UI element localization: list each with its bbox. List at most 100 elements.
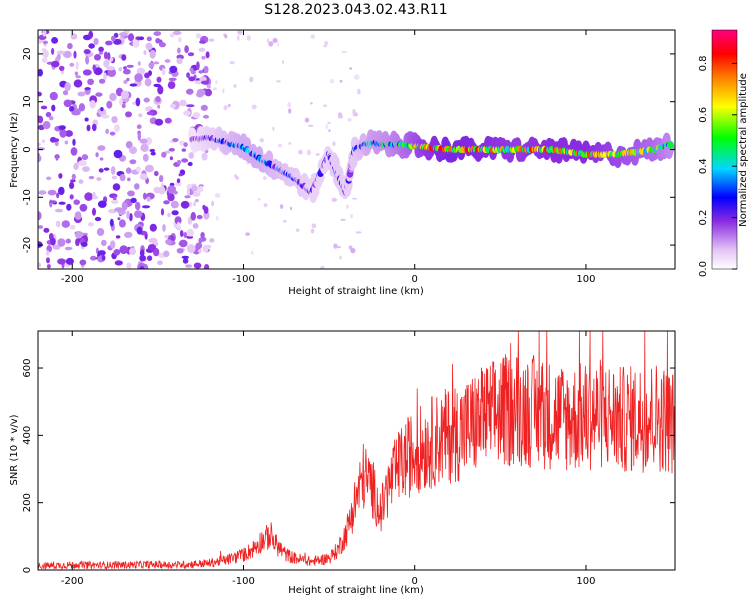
- noise-blob: [129, 146, 137, 154]
- noise-blob: [84, 87, 91, 91]
- noise-blob: [197, 249, 202, 253]
- noise-blob: [179, 101, 187, 107]
- noise-blob: [178, 173, 183, 177]
- colorbar: [711, 29, 738, 270]
- noise-blob: [196, 214, 203, 220]
- noise-blob: [147, 255, 153, 261]
- noise-blob: [140, 143, 149, 152]
- noise-blob: [56, 192, 60, 199]
- snr-frame: [37, 330, 676, 571]
- noise-blob: [113, 149, 123, 159]
- noise-blob: [167, 212, 171, 218]
- noise-blob: [101, 255, 106, 261]
- noise-blob: [168, 77, 177, 82]
- noise-blob: [41, 48, 47, 52]
- noise-blob: [282, 220, 287, 223]
- noise-blob: [262, 176, 267, 180]
- noise-blob: [74, 71, 79, 76]
- noise-blob: [78, 103, 86, 112]
- noise-blob: [169, 182, 175, 187]
- noise-blob: [338, 112, 342, 116]
- noise-blob: [143, 264, 149, 269]
- noise-blob: [94, 216, 102, 222]
- noise-blob: [75, 75, 81, 79]
- noise-blob: [153, 83, 161, 88]
- noise-blob: [56, 50, 65, 55]
- noise-blob: [136, 226, 143, 235]
- noise-blob: [340, 218, 346, 221]
- noise-blob: [170, 103, 176, 109]
- noise-blob: [38, 142, 42, 147]
- noise-blob: [79, 259, 87, 266]
- noise-blob: [193, 262, 202, 269]
- noise-blob: [196, 61, 200, 71]
- noise-blob: [335, 245, 342, 249]
- noise-blob: [308, 124, 314, 127]
- noise-blob: [187, 161, 193, 167]
- noise-blob: [224, 34, 228, 39]
- noise-blob: [51, 37, 59, 44]
- noise-blob: [199, 40, 206, 44]
- noise-blob: [169, 33, 175, 38]
- noise-blob: [82, 232, 88, 236]
- noise-blob: [134, 210, 143, 219]
- noise-blob: [111, 35, 116, 42]
- noise-blob: [103, 51, 108, 60]
- noise-blob: [79, 203, 88, 212]
- noise-blob: [103, 72, 107, 80]
- noise-blob: [101, 239, 107, 247]
- noise-blob: [259, 138, 264, 143]
- noise-blob: [162, 224, 166, 232]
- noise-blob: [353, 74, 360, 80]
- y-tick-label: 200: [22, 493, 33, 512]
- noise-blob: [99, 157, 104, 161]
- page-title: S128.2023.043.02.43.R11: [264, 2, 447, 18]
- noise-blob: [66, 203, 72, 211]
- noise-blob: [64, 140, 69, 145]
- noise-blob: [51, 47, 55, 55]
- noise-blob: [249, 76, 254, 83]
- noise-blob: [276, 80, 281, 83]
- noise-blob: [178, 36, 182, 43]
- x-tick-label: 0: [412, 576, 418, 587]
- noise-blob: [212, 87, 218, 91]
- noise-blob: [73, 199, 80, 205]
- snr-marks: [38, 331, 675, 570]
- noise-blob: [45, 250, 50, 256]
- noise-blob: [125, 167, 132, 174]
- noise-blob: [171, 210, 179, 216]
- noise-blob: [109, 92, 117, 102]
- noise-blob: [163, 250, 170, 258]
- noise-blob: [201, 55, 206, 60]
- noise-blob: [49, 200, 57, 204]
- x-tick-label: -100: [232, 274, 255, 285]
- noise-blob: [135, 97, 141, 107]
- noise-blob: [201, 152, 208, 161]
- noise-blob: [113, 38, 122, 45]
- noise-blob: [169, 65, 178, 74]
- noise-blob: [96, 177, 102, 181]
- noise-blob: [143, 50, 147, 55]
- noise-blob: [106, 66, 115, 71]
- noise-blob: [357, 88, 361, 95]
- noise-blob: [84, 117, 89, 122]
- noise-blob: [120, 90, 129, 100]
- noise-blob: [97, 145, 106, 151]
- noise-blob: [88, 175, 95, 180]
- noise-blob: [93, 38, 99, 45]
- noise-blob: [114, 207, 124, 212]
- noise-blob: [119, 98, 123, 106]
- colorbar-tick-label: 0.8: [698, 55, 709, 71]
- noise-blob: [137, 132, 141, 141]
- noise-blob: [64, 82, 71, 91]
- noise-blob: [110, 166, 116, 175]
- noise-blob: [42, 121, 51, 130]
- x-tick-label: 100: [576, 576, 595, 587]
- noise-blob: [82, 166, 90, 173]
- noise-blob: [111, 199, 119, 204]
- noise-blob: [57, 238, 66, 247]
- noise-blob: [97, 250, 106, 256]
- noise-blob: [129, 213, 133, 222]
- y-tick-label: 20: [22, 48, 33, 61]
- noise-blob: [38, 190, 47, 195]
